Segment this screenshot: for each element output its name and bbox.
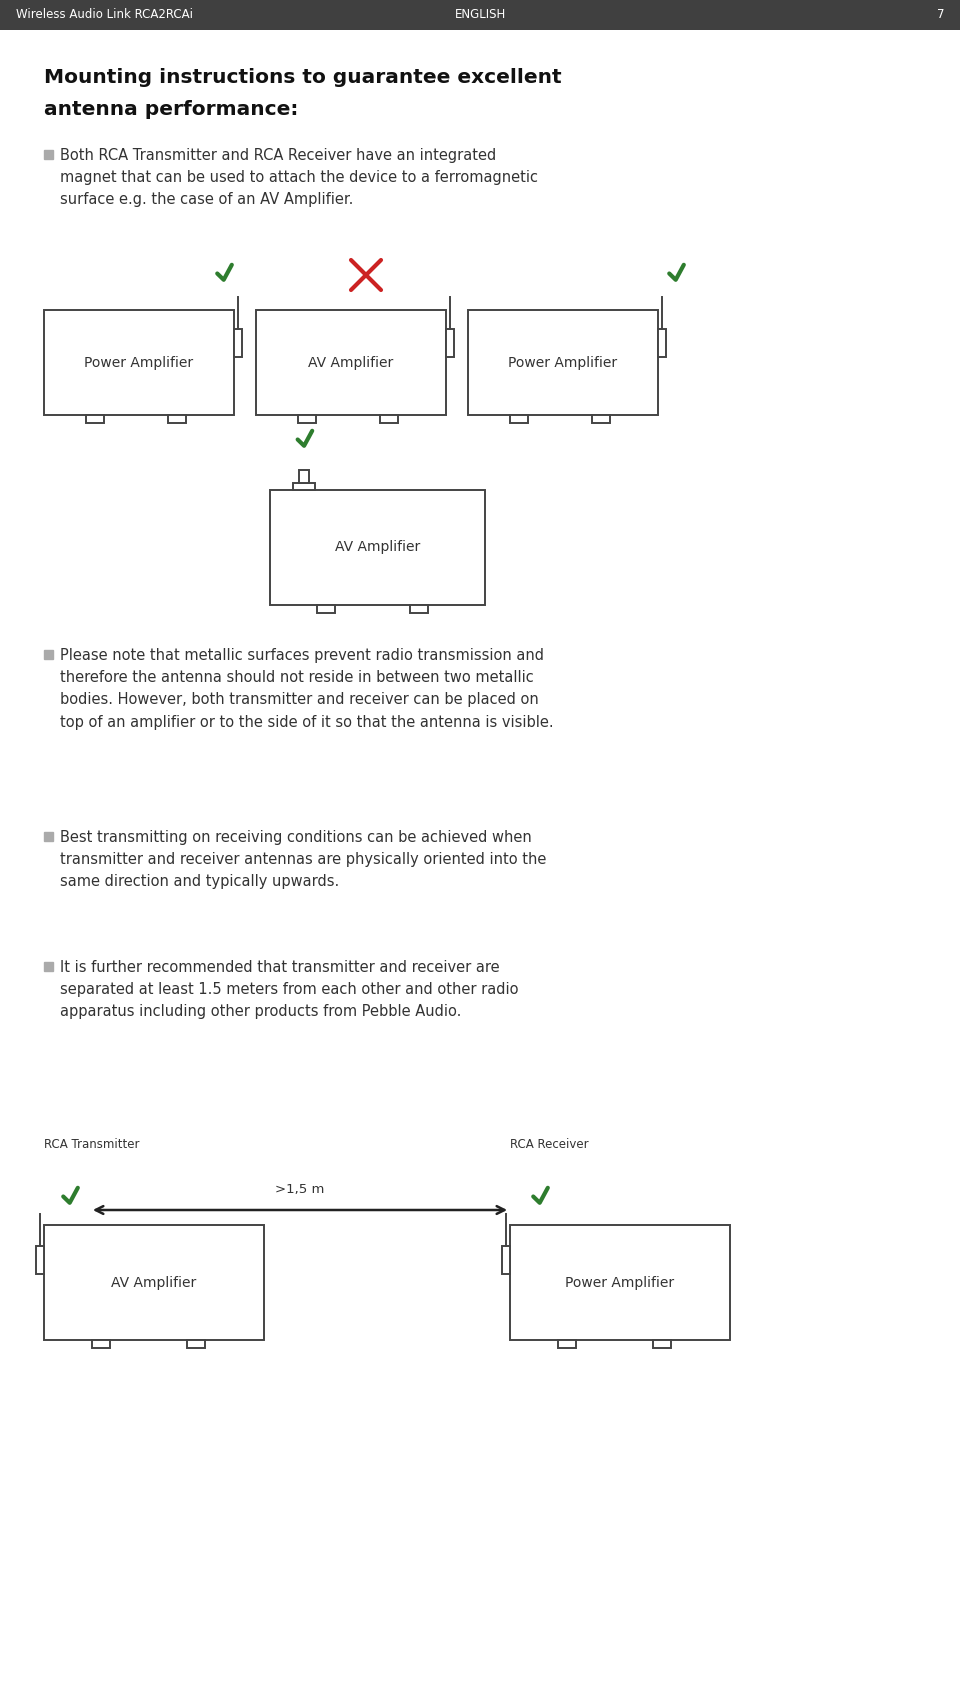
Text: 7: 7 — [937, 8, 944, 22]
Text: Both RCA Transmitter and RCA Receiver have an integrated
magnet that can be used: Both RCA Transmitter and RCA Receiver ha… — [60, 148, 538, 207]
Bar — [0, 0, 960, 30]
Text: Mounting instructions to guarantee excellent: Mounting instructions to guarantee excel… — [44, 67, 562, 88]
Bar — [591, 415, 610, 423]
Bar — [510, 415, 528, 423]
Bar — [410, 605, 428, 613]
Text: Please note that metallic surfaces prevent radio transmission and
therefore the : Please note that metallic surfaces preve… — [60, 649, 554, 730]
Text: >1,5 m: >1,5 m — [276, 1183, 324, 1196]
Bar — [44, 1225, 264, 1340]
Bar — [44, 310, 234, 415]
Bar — [300, 470, 309, 484]
Bar — [44, 962, 53, 971]
Bar — [379, 415, 397, 423]
Bar — [44, 832, 53, 841]
Bar — [44, 650, 53, 659]
Text: Power Amplifier: Power Amplifier — [565, 1276, 675, 1289]
Bar — [270, 490, 485, 605]
Text: Power Amplifier: Power Amplifier — [84, 356, 194, 369]
Bar — [92, 1340, 110, 1348]
Bar — [510, 1225, 730, 1340]
Bar — [85, 415, 104, 423]
Bar — [187, 1340, 205, 1348]
Text: AV Amplifier: AV Amplifier — [335, 541, 420, 554]
Bar — [658, 329, 666, 357]
Text: Power Amplifier: Power Amplifier — [509, 356, 617, 369]
Text: antenna performance:: antenna performance: — [44, 99, 299, 120]
Bar — [44, 150, 53, 158]
Bar — [318, 605, 335, 613]
Bar — [36, 1245, 44, 1274]
Text: AV Amplifier: AV Amplifier — [308, 356, 394, 369]
Bar — [468, 310, 658, 415]
Text: Best transmitting on receiving conditions can be achieved when
transmitter and r: Best transmitting on receiving condition… — [60, 831, 546, 890]
Bar — [446, 329, 454, 357]
Text: RCA Receiver: RCA Receiver — [510, 1137, 588, 1151]
Text: RCA Transmitter: RCA Transmitter — [44, 1137, 139, 1151]
Text: ENGLISH: ENGLISH — [454, 8, 506, 22]
Bar — [167, 415, 185, 423]
Text: AV Amplifier: AV Amplifier — [111, 1276, 197, 1289]
Bar — [298, 415, 316, 423]
Bar — [256, 310, 446, 415]
Bar — [653, 1340, 671, 1348]
Bar — [234, 329, 242, 357]
Bar — [502, 1245, 510, 1274]
Text: It is further recommended that transmitter and receiver are
separated at least 1: It is further recommended that transmitt… — [60, 960, 518, 1019]
Bar — [294, 484, 316, 490]
Bar — [559, 1340, 576, 1348]
Text: Wireless Audio Link RCA2RCAi: Wireless Audio Link RCA2RCAi — [16, 8, 193, 22]
